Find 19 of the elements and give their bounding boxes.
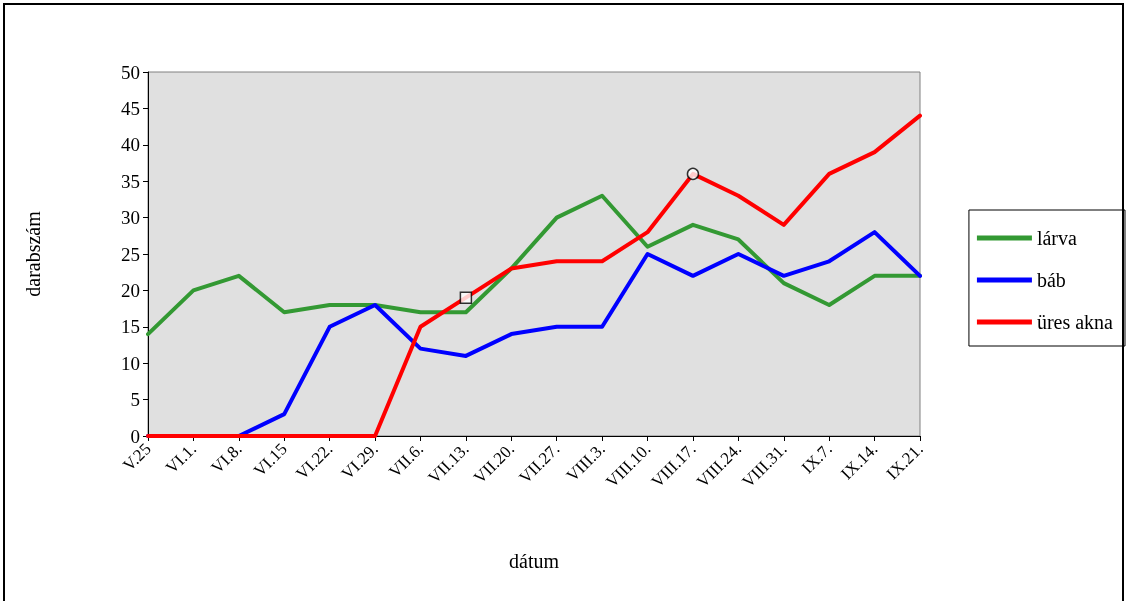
legend-label: báb (1036, 269, 1066, 291)
y-tick-label: 25 (121, 243, 140, 265)
legend-label: lárva (1036, 227, 1078, 249)
y-tick-label: 20 (121, 279, 140, 301)
legend-label: üres akna (1036, 311, 1114, 333)
line-series (146, 193, 922, 337)
y-tick-label: 0 (130, 425, 140, 447)
x-tick-label: VI.8. (207, 439, 246, 478)
y-axis-title: darabszám (22, 210, 44, 297)
y-tick-label: 30 (121, 207, 140, 229)
y-tick-label: 10 (121, 352, 140, 374)
x-axis-title: dátum (509, 550, 560, 572)
y-tick-label: 35 (121, 170, 140, 192)
y-tick-label: 50 (121, 61, 140, 83)
y-tick-label: 45 (121, 97, 140, 119)
x-tick-label: VI.1. (162, 439, 201, 478)
y-tick-label: 5 (130, 389, 140, 411)
y-tick-label: 15 (121, 316, 140, 338)
y-tick-label: 40 (121, 134, 140, 156)
